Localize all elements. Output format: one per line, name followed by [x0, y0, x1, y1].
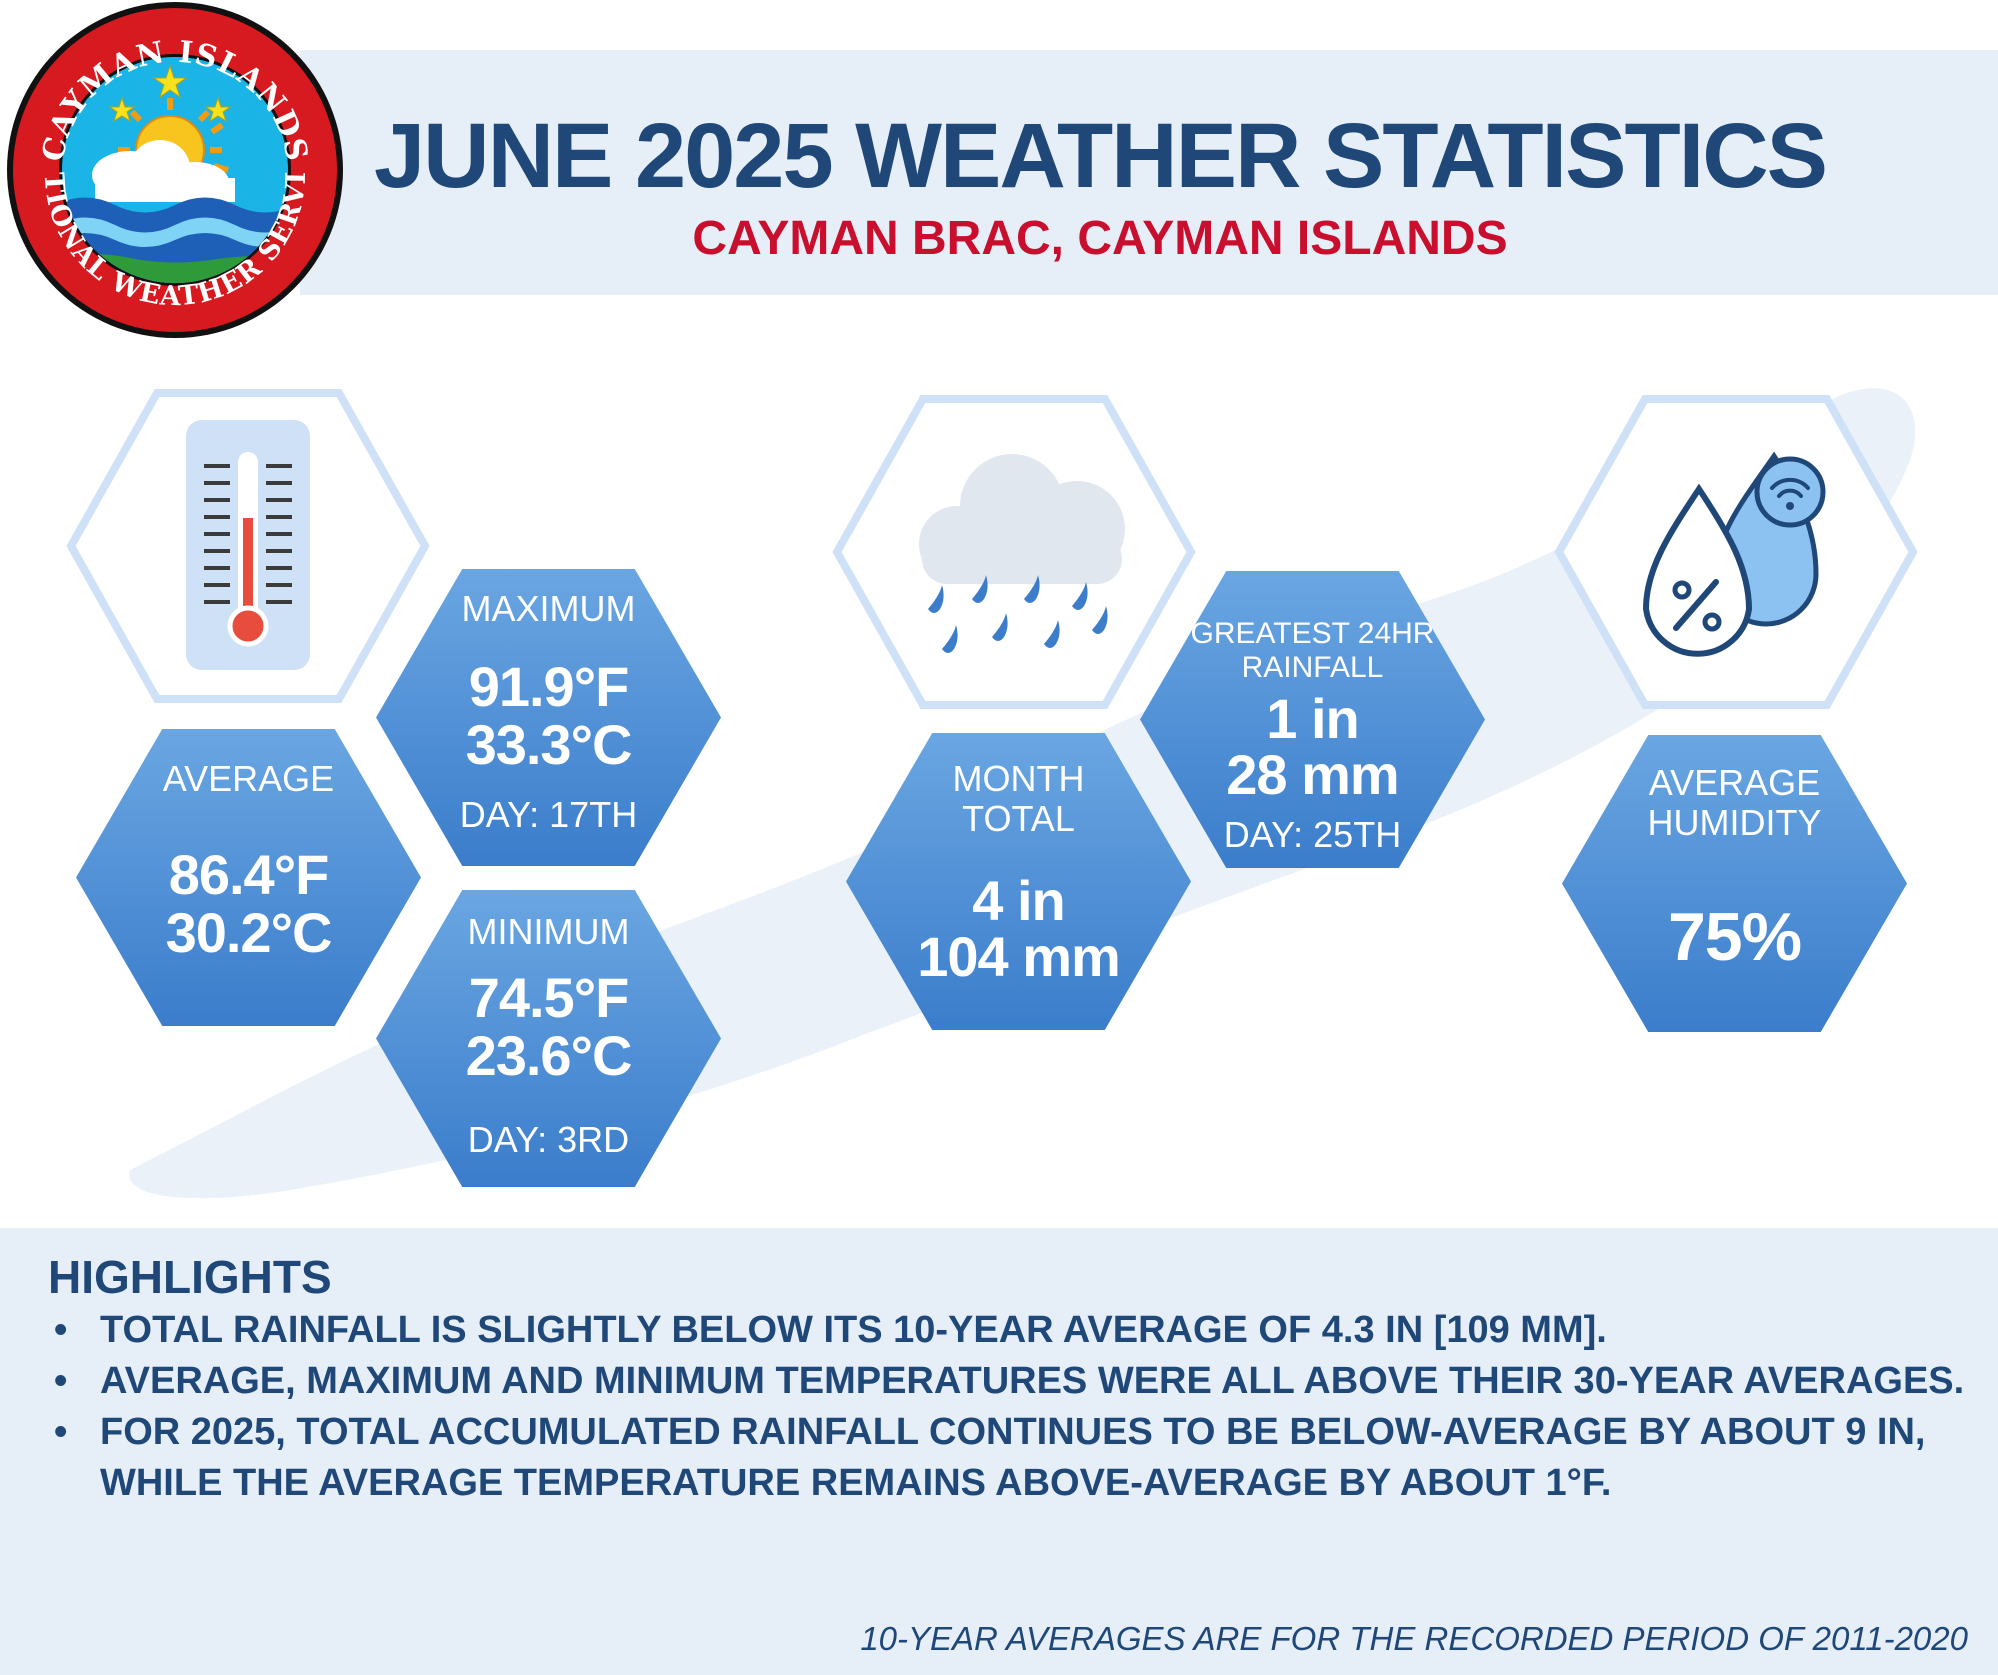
max-temp-c: 33.3°C: [465, 713, 633, 776]
header-band: [300, 50, 1998, 295]
month-total-label-2: TOTAL: [962, 798, 1075, 839]
humidity-label-1: AVERAGE: [1648, 762, 1821, 803]
avg-temp-hex: AVERAGE 86.4°F 30.2°C: [76, 729, 421, 1026]
avg-temp-label: AVERAGE: [162, 758, 335, 799]
highlight-item: FOR 2025, TOTAL ACCUMULATED RAINFALL CON…: [48, 1407, 1968, 1509]
page-subtitle: CAYMAN BRAC, CAYMAN ISLANDS: [692, 212, 1508, 265]
min-temp-hex: MINIMUM 74.5°F 23.6°C DAY: 3RD: [376, 890, 721, 1187]
highlight-item: TOTAL RAINFALL IS SLIGHTLY BELOW ITS 10-…: [48, 1305, 1968, 1356]
max-temp-day: DAY: 17TH: [459, 794, 638, 835]
greatest-24hr-mm: 28 mm: [1226, 743, 1399, 806]
thermometer-hex-outline: [66, 389, 430, 703]
min-temp-f: 74.5°F: [468, 966, 630, 1029]
avg-temp-c: 30.2°C: [165, 901, 333, 964]
greatest-24hr-in: 1 in: [1266, 687, 1359, 750]
greatest-24hr-label-1: GREATEST 24HR: [1190, 617, 1435, 650]
min-temp-c: 23.6°C: [465, 1024, 633, 1087]
humidity-drops-icon: [1642, 451, 1826, 657]
footnote: 10-YEAR AVERAGES ARE FOR THE RECORDED PE…: [860, 1620, 1968, 1657]
month-total-mm: 104 mm: [917, 925, 1121, 988]
max-temp-f: 91.9°F: [468, 655, 630, 718]
humidity-label-2: HUMIDITY: [1647, 802, 1822, 843]
highlights-list: TOTAL RAINFALL IS SLIGHTLY BELOW ITS 10-…: [48, 1305, 1968, 1509]
month-total-in: 4 in: [972, 869, 1065, 932]
highlight-item: AVERAGE, MAXIMUM AND MINIMUM TEMPERATURE…: [48, 1356, 1968, 1407]
greatest-24hr-day: DAY: 25TH: [1223, 814, 1402, 855]
month-total-label-1: MONTH: [952, 758, 1085, 799]
highlights-title: HIGHLIGHTS: [48, 1251, 332, 1303]
min-temp-day: DAY: 3RD: [467, 1119, 630, 1160]
rain-cloud-icon: [919, 454, 1125, 653]
humidity-hex-outline: [1554, 395, 1918, 709]
month-total-hex: MONTH TOTAL 4 in 104 mm: [846, 733, 1191, 1030]
greatest-24hr-hex: GREATEST 24HR RAINFALL 1 in 28 mm DAY: 2…: [1140, 571, 1485, 868]
greatest-24hr-label-2: RAINFALL: [1241, 651, 1384, 684]
rain-hex-outline: [832, 395, 1196, 709]
humidity-hex: AVERAGE HUMIDITY 75%: [1562, 735, 1907, 1032]
min-temp-label: MINIMUM: [467, 911, 630, 952]
max-temp-hex: MAXIMUM 91.9°F 33.3°C DAY: 17TH: [376, 569, 721, 866]
thermometer-icon: [186, 420, 310, 670]
page-title: JUNE 2025 WEATHER STATISTICS: [373, 105, 1828, 207]
max-temp-label: MAXIMUM: [461, 588, 636, 629]
humidity-value: 75%: [1667, 899, 1802, 975]
avg-temp-f: 86.4°F: [168, 843, 330, 906]
nws-logo: CAYMAN ISLANDS NATIONAL WEATHER SERVICE: [0, 0, 343, 338]
